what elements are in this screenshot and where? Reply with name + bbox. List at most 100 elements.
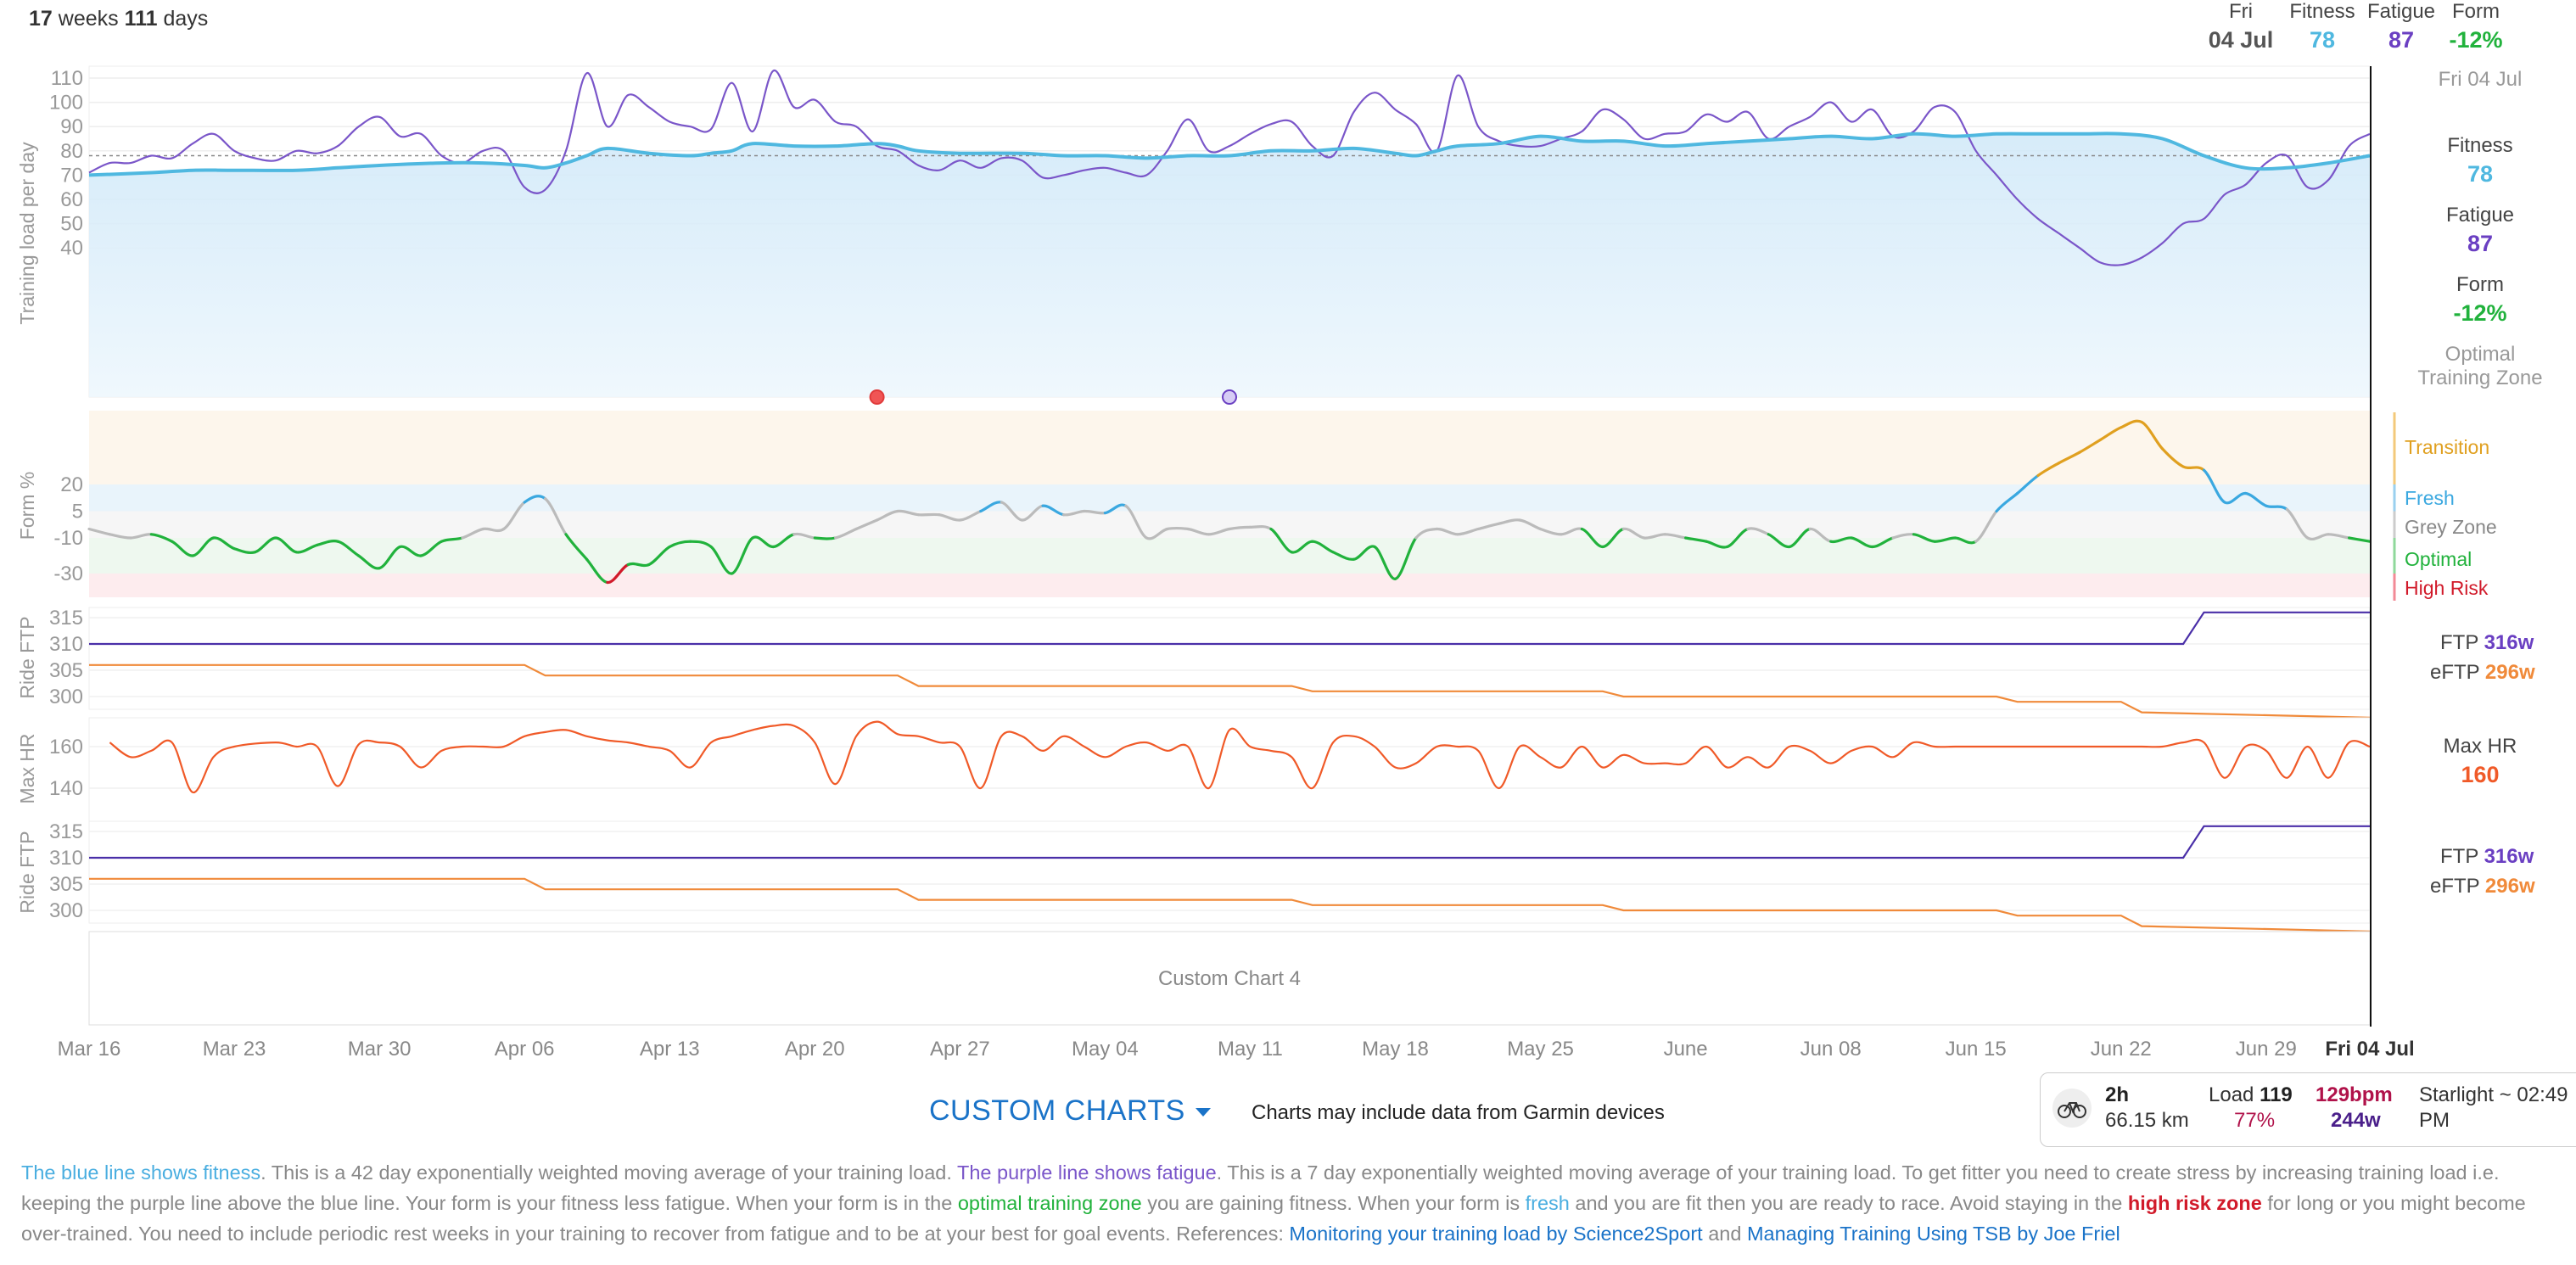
form-line-segment: [876, 509, 899, 522]
custom-chart-4-title: Custom Chart 4: [1158, 967, 1301, 990]
form-line-segment: [1767, 533, 1791, 549]
ftp-summary-2: FTP 316w: [2440, 845, 2534, 869]
maxhr-line: [109, 720, 2371, 793]
load-axis-tick-label: 80: [60, 140, 83, 163]
form-line-segment: [2306, 533, 2330, 541]
activity-time: Starlight ~ 02:49: [2419, 1083, 2568, 1106]
high-risk-zone: [89, 574, 2370, 597]
weeks-value: 17: [29, 7, 53, 31]
form-line-segment: [1746, 527, 1770, 536]
x-tick-label: Mar 23: [203, 1038, 266, 1061]
form-line-segment: [606, 563, 630, 585]
x-tick-label: Jun 29: [2236, 1038, 2297, 1061]
form-line-segment: [2223, 491, 2247, 505]
ride-ftp-2-panel-background: [88, 820, 2371, 924]
form-line-segment: [1061, 509, 1086, 517]
x-tick-label: May 18: [1362, 1038, 1429, 1061]
form-line-segment: [730, 536, 754, 575]
activity-card[interactable]: 2h 66.15 km Load 119 77% 129bpm 244w Sta…: [2040, 1072, 2576, 1147]
x-tick-label: Mar 30: [348, 1038, 412, 1061]
form-line-segment: [1953, 536, 1978, 545]
form-line-segment: [1083, 509, 1106, 515]
sidebar-fatigue-value: 87: [2467, 231, 2494, 256]
activity-distance: 66.15 km: [2105, 1109, 2189, 1132]
description-text: and: [1702, 1223, 1747, 1245]
x-tick-label: Apr 13: [640, 1038, 700, 1061]
form-line-segment: [440, 536, 464, 543]
y-axis-label: Max HR: [16, 733, 38, 803]
form-line-segment: [1580, 527, 1604, 549]
header-form: Form -12%: [2440, 0, 2512, 53]
optimal-zone: [89, 538, 2370, 574]
ride-ftp-2-tick-label: 315: [49, 820, 83, 843]
sidebar-fitness-label: Fitness: [2447, 134, 2513, 157]
legend-high-risk: High Risk: [2405, 577, 2489, 599]
form-line-segment: [212, 536, 236, 551]
form-line-segment: [336, 540, 361, 557]
form-line-segment: [2348, 536, 2372, 543]
form-line-segment: [1684, 536, 1708, 543]
header-fitness-label: Fitness: [2289, 0, 2355, 23]
form-tick-label: 20: [60, 473, 83, 496]
form-line-segment: [357, 554, 381, 570]
description-text: for long or you might become over-traine…: [21, 1192, 2526, 1245]
header-form-label: Form: [2452, 0, 2500, 23]
header-fitness: Fitness 78: [2284, 0, 2360, 53]
chart-description: The blue line shows fitness. This is a 4…: [21, 1157, 2558, 1249]
form-line-segment: [1248, 525, 1273, 531]
form-line-segment: [751, 535, 775, 549]
form-line-segment: [1456, 527, 1480, 536]
ftp-line: [89, 825, 2370, 859]
activity-load-percent: 77%: [2234, 1109, 2276, 1132]
activity-duration: 2h: [2105, 1083, 2130, 1106]
form-line-segment: [1498, 518, 1521, 525]
description-text: and you are fit then you are ready to ra…: [1569, 1192, 2128, 1214]
form-line-segment: [668, 540, 692, 549]
form-line-segment: [1021, 504, 1044, 522]
transition-zone: [89, 411, 2370, 484]
y-axis-label: Training load per day: [16, 142, 38, 325]
eftp-line: [89, 663, 2371, 719]
form-line-segment: [1414, 527, 1438, 540]
ride-ftp-1-tick-label: 305: [49, 659, 83, 682]
form-line-segment: [1269, 527, 1293, 554]
event-marker: [1222, 389, 1237, 405]
ftp-summary-1: FTP 316w: [2440, 631, 2534, 655]
form-line-segment: [2120, 419, 2143, 429]
x-tick-label: Mar 16: [58, 1038, 121, 1061]
form-line-segment: [1311, 540, 1335, 554]
form-line-segment: [854, 518, 879, 531]
load-axis-tick-label: 100: [49, 92, 83, 115]
form-line-segment: [1808, 527, 1833, 543]
activity-power: 244w: [2331, 1109, 2381, 1132]
custom-charts-button[interactable]: CUSTOM CHARTS: [929, 1094, 1211, 1128]
ride-ftp-2-tick-label: 305: [49, 873, 83, 896]
form-line-segment: [792, 532, 816, 540]
fitness-line: [88, 132, 2371, 177]
sidebar-fatigue-label: Fatigue: [2445, 204, 2515, 227]
form-line-segment: [1891, 533, 1915, 540]
form-line-segment: [523, 495, 547, 504]
form-line-segment: [1933, 536, 1957, 543]
joe-friel-link[interactable]: Managing Training Using TSB by Joe Friel: [1746, 1223, 2120, 1245]
header-fatigue-label: Fatigue: [2366, 0, 2436, 23]
form-line-segment: [585, 557, 609, 585]
form-line-segment: [1974, 509, 1998, 543]
grey-zone: [89, 511, 2370, 538]
form-line-segment: [1518, 518, 1543, 531]
form-line-segment: [378, 545, 402, 570]
ftp-line: [89, 611, 2370, 646]
form-line-segment: [171, 540, 194, 557]
form-line-segment: [129, 533, 153, 540]
activity-load-value: 119: [2260, 1083, 2293, 1106]
description-text: . This is a 42 day exponentially weighte…: [260, 1161, 957, 1184]
maxhr-label: Max HR: [2443, 735, 2517, 758]
science2sport-link[interactable]: Monitoring your training load by Science…: [1289, 1223, 1703, 1245]
form-line-segment: [2202, 468, 2226, 504]
form-line-segment: [2161, 447, 2185, 468]
form-line-segment: [2140, 420, 2164, 451]
eftp-line: [89, 877, 2371, 932]
form-line-segment: [294, 543, 319, 554]
maxhr-value: 160: [2461, 762, 2500, 787]
